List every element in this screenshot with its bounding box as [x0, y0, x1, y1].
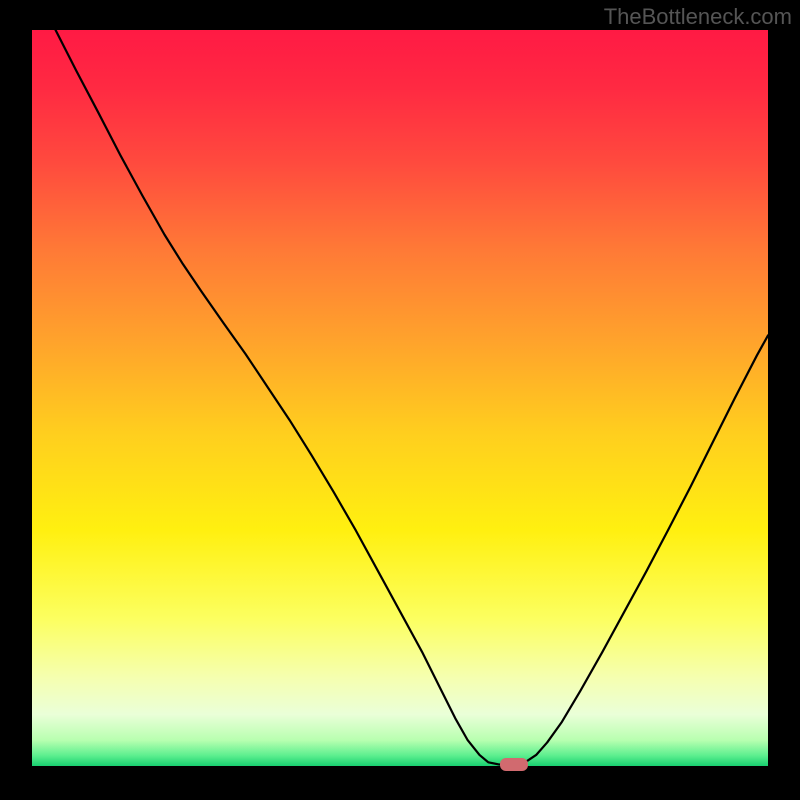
- bottleneck-curve: [32, 30, 768, 766]
- chart-plot-area: [32, 30, 768, 766]
- watermark-text: TheBottleneck.com: [604, 4, 792, 30]
- optimal-marker: [500, 758, 528, 771]
